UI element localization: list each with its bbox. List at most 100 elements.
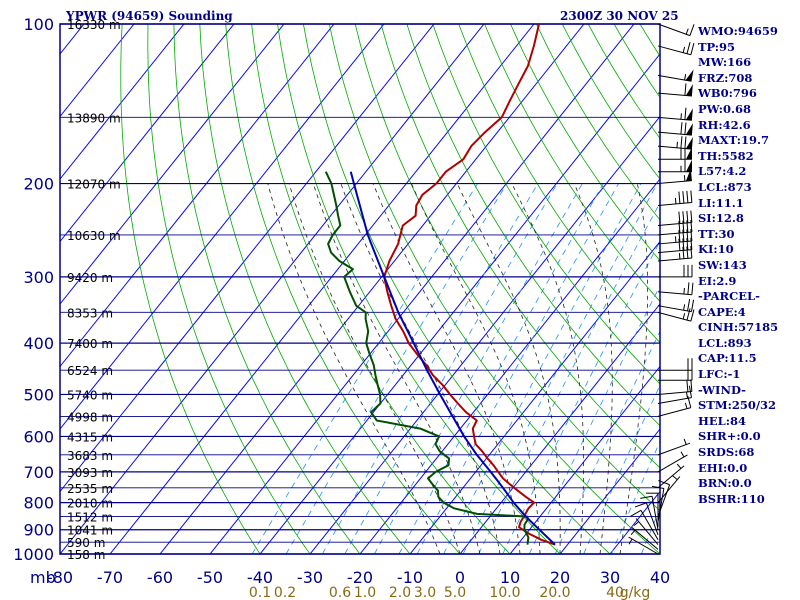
index-item: BSHR:110: [698, 491, 765, 506]
isotherm-lines: [60, 24, 660, 554]
index-item: PW:0.68: [698, 101, 752, 116]
barb-half-flag: [683, 304, 686, 311]
barb-flag: [682, 211, 685, 224]
isotherm-line: [509, 365, 660, 554]
barb-flag: [682, 191, 685, 204]
mixing-ratio-line: [583, 384, 660, 554]
wind-barb: [657, 395, 692, 417]
barb-staff: [657, 442, 691, 456]
barb-staff: [657, 222, 692, 227]
barb-flag: [690, 210, 693, 223]
temperature-tick-label: -30: [297, 568, 323, 587]
barb-flag: [690, 309, 695, 322]
isotherm-line: [159, 24, 585, 554]
barb-staff: [657, 257, 692, 262]
index-item: TP:95: [698, 39, 736, 54]
barb-flag: [684, 83, 687, 96]
height-label: 10630 m: [67, 229, 121, 243]
wind-barb: [657, 237, 693, 254]
barb-flag: [684, 122, 687, 135]
barb-pennant: [686, 159, 692, 172]
wind-barb: [657, 438, 691, 456]
barb-staff: [657, 305, 692, 313]
mb-unit-label: mb: [30, 568, 56, 587]
height-label: 4998 m: [67, 410, 113, 424]
wind-barb: [657, 69, 694, 82]
mixing-ratio-label: 0.1: [249, 585, 271, 600]
index-item: MW:166: [698, 55, 752, 70]
isotherm-line: [559, 428, 660, 554]
isotherm-line: [109, 24, 535, 554]
barb-staff: [657, 465, 685, 489]
wind-barb: [657, 190, 693, 206]
wind-barb: [657, 246, 693, 262]
barb-flag: [680, 136, 683, 149]
mixing-ratio-label: 0.6: [329, 585, 351, 600]
mixing-ratio-label: 20.0: [539, 585, 570, 600]
wind-barb: [658, 147, 692, 160]
barb-flag: [678, 220, 681, 234]
temperature-tick-label: 0: [455, 568, 465, 587]
index-item: LFC:-1: [698, 367, 741, 382]
barb-flag: [690, 299, 695, 312]
mixing-ratio-line: [528, 284, 660, 554]
barb-staff: [657, 74, 692, 82]
wind-barb: [657, 379, 693, 395]
barb-staff: [635, 518, 659, 545]
index-item: MAXT:19.7: [698, 133, 769, 148]
barb-flag: [686, 308, 691, 321]
sounding-time: 2300Z 30 NOV 25: [560, 9, 679, 23]
barb-staff: [631, 527, 659, 550]
isotherm-line: [60, 24, 385, 430]
index-item: CAPE:4: [698, 304, 746, 319]
barb-flag: [682, 246, 685, 259]
index-item: FRZ:708: [698, 70, 753, 85]
barb-half-flag: [628, 538, 633, 545]
pressure-tick-label: 100: [23, 15, 54, 34]
height-label: 1512 m: [67, 511, 113, 525]
index-item: TH:5582: [698, 148, 754, 163]
barb-half-flag: [680, 451, 685, 458]
barb-pennant: [686, 147, 692, 160]
temperature-tick-label: -50: [197, 568, 223, 587]
isotherm-line: [60, 24, 285, 305]
barb-flag: [690, 43, 695, 55]
barb-staff: [657, 240, 692, 245]
barb-half-flag: [633, 521, 640, 526]
barb-staff: [628, 536, 659, 555]
barb-half-flag: [683, 175, 686, 182]
barb-staff: [657, 45, 691, 56]
barb-flag: [678, 191, 681, 204]
temperature-tick-label: -20: [347, 568, 373, 587]
barb-flag: [686, 379, 689, 392]
sounding-indices-panel: WMO:94659 TP:95 MW:166 FRZ:708 WB0:796 PW:0.6…: [698, 24, 798, 507]
barb-flag: [687, 395, 692, 408]
barb-half-flag: [676, 463, 682, 469]
wind-barb: [640, 495, 659, 530]
temperature-tick-label: 40: [650, 568, 670, 587]
barb-half-flag: [682, 46, 686, 53]
height-label: 2535 m: [67, 482, 113, 496]
barb-flag: [678, 238, 681, 251]
wind-barb: [634, 502, 659, 535]
barb-flag: [678, 230, 681, 243]
height-label: 16330 m: [67, 18, 121, 32]
barb-staff: [657, 454, 688, 473]
temperature-tick-label: -80: [47, 568, 73, 587]
mixing-ratio-line: [554, 330, 660, 554]
index-item: RH:42.6: [698, 117, 751, 132]
index-item: L57:4.2: [698, 164, 747, 179]
station-title: YPWR (94659) Sounding: [65, 9, 233, 23]
mixing-ratio-label: 1.0: [354, 585, 376, 600]
moist-adiabat-line: [411, 183, 541, 554]
height-labels: 16330 m 13890 m 12070 m 10630 m 9420 m 8353 m…: [67, 18, 121, 562]
height-label: 6524 m: [67, 364, 113, 378]
moist-adiabat-line: [511, 183, 584, 554]
wind-barbs: [628, 23, 695, 555]
wind-barb: [630, 527, 659, 550]
height-label: 3683 m: [67, 449, 113, 463]
barb-staff: [657, 311, 691, 322]
barb-half-flag: [678, 253, 681, 260]
dry-adiabat-line: [120, 24, 261, 554]
barb-flag: [690, 228, 693, 242]
